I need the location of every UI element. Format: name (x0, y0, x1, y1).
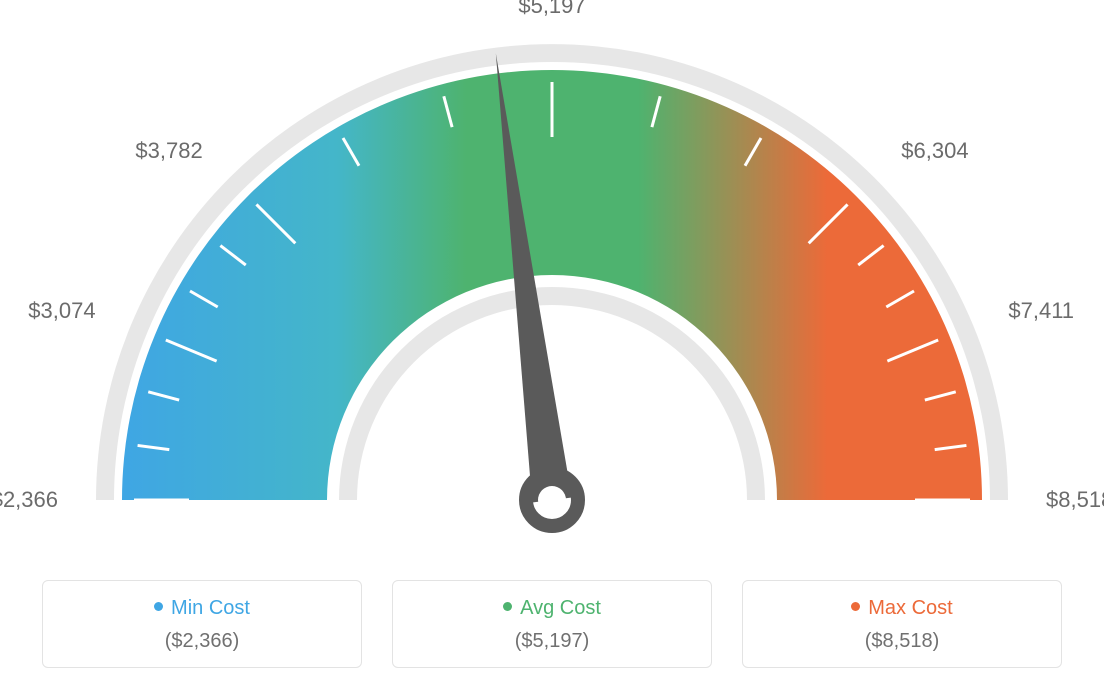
legend-row: Min Cost ($2,366) Avg Cost ($5,197) Max … (0, 580, 1104, 668)
gauge-tick-label: $8,518 (1046, 487, 1104, 513)
legend-value-avg: ($5,197) (393, 630, 711, 653)
legend-card-avg: Avg Cost ($5,197) (392, 580, 712, 668)
legend-label-max: Max Cost (868, 597, 952, 619)
gauge-tick-label: $5,197 (518, 0, 585, 19)
gauge-svg (0, 0, 1104, 560)
gauge-tick-label: $2,366 (0, 487, 58, 513)
gauge-chart: $2,366 $3,074 $3,782 $5,197 $6,304 $7,411 $8,5… (0, 0, 1104, 560)
legend-label-min: Min Cost (171, 597, 250, 619)
dot-icon (154, 602, 163, 611)
legend-card-max: Max Cost ($8,518) (742, 580, 1062, 668)
gauge-tick-label: $6,304 (901, 138, 968, 164)
gauge-tick-label: $3,074 (28, 298, 95, 324)
gauge-tick-label: $3,782 (135, 138, 202, 164)
legend-value-max: ($8,518) (743, 630, 1061, 653)
legend-value-min: ($2,366) (43, 630, 361, 653)
dot-icon (851, 602, 860, 611)
legend-title-avg: Avg Cost (393, 597, 711, 620)
legend-title-max: Max Cost (743, 597, 1061, 620)
legend-card-min: Min Cost ($2,366) (42, 580, 362, 668)
gauge-tick-label: $7,411 (1008, 298, 1074, 324)
legend-label-avg: Avg Cost (520, 597, 601, 619)
dot-icon (503, 602, 512, 611)
legend-title-min: Min Cost (43, 597, 361, 620)
